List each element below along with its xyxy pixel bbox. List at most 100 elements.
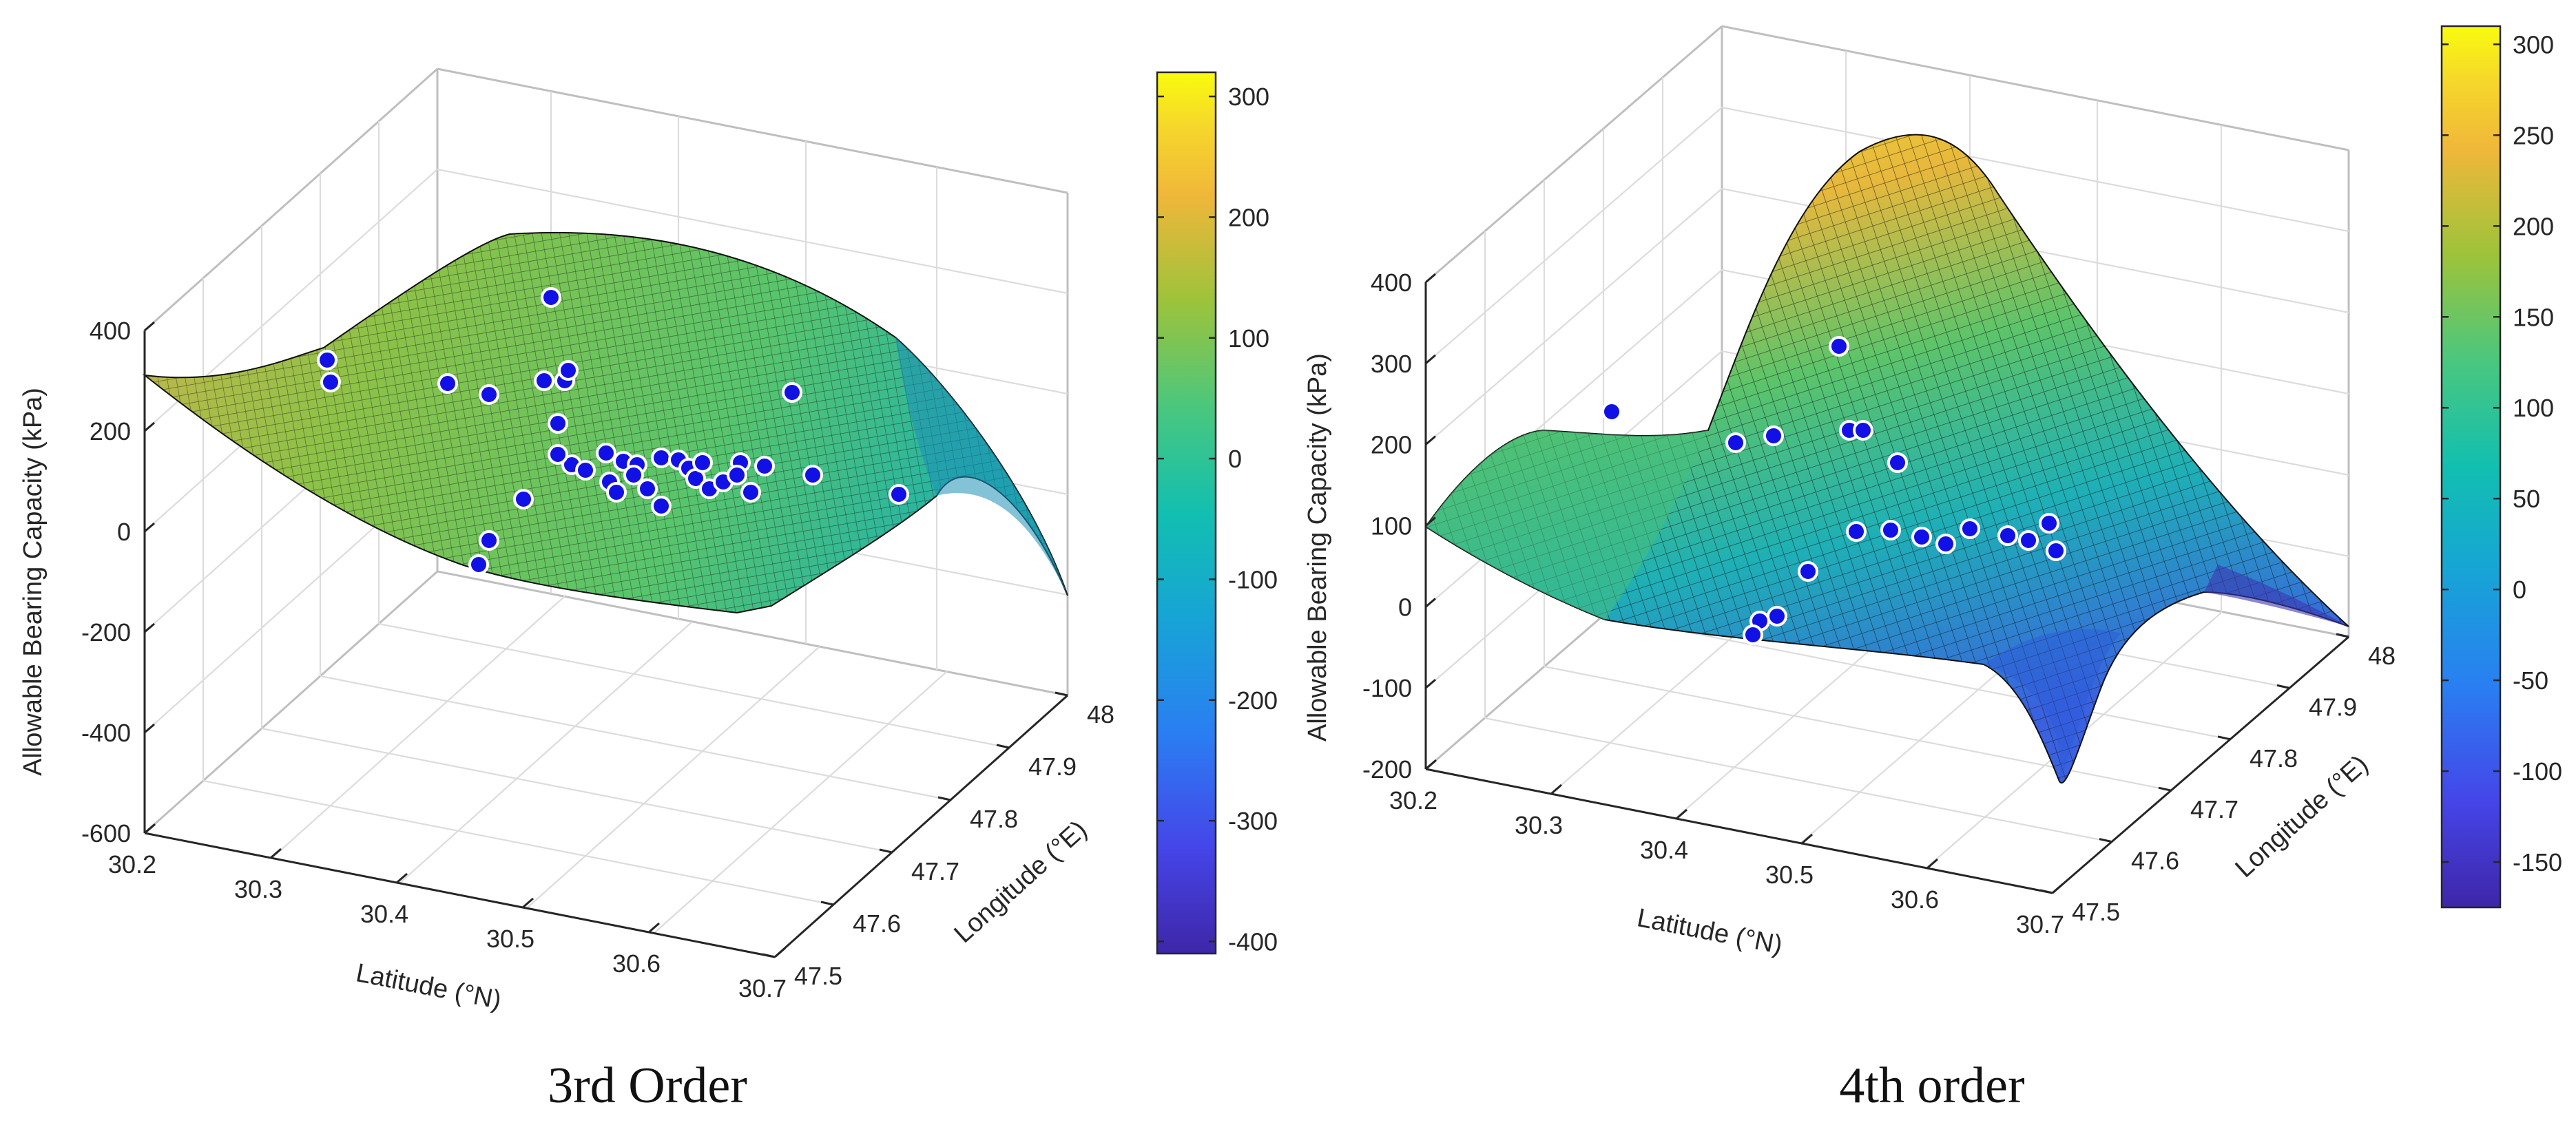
data-point [1798,561,1818,582]
y-tick-label: 47.9 [2309,693,2357,721]
y-tick [879,848,893,854]
colorbar-tick-label: 300 [1228,83,1269,111]
x-tick-label: 30.3 [234,875,282,903]
data-point [317,350,337,370]
data-point [651,448,672,468]
y-tick-label: 48 [2368,642,2396,670]
z-tick [1425,435,1436,445]
data-point [1763,425,1784,446]
data-point [1853,420,1873,441]
axis-lines [143,330,1068,958]
z-tick [1425,516,1436,527]
y-tick-label: 47.7 [911,857,959,885]
chart-3rd-order: -600 -400 -200 0 200 400 30.2 30.3 30.4 30.5 30.6… [19,67,1278,1015]
z-tick-label: -400 [81,719,131,747]
data-point [1880,520,1901,540]
data-point [1829,336,1849,357]
z-tick [144,723,155,734]
z-tick-label: 0 [117,518,131,546]
x-tick [1926,858,1938,870]
y-tick [820,901,834,906]
z-axis-ticks: -600 -400 -200 0 200 400 [81,317,155,848]
data-point [541,287,561,308]
data-point [623,465,644,485]
data-point [320,372,341,392]
x-tick-label: 30.5 [486,925,534,953]
data-point [1846,521,1867,542]
z-tick-label: 300 [1371,350,1412,378]
data-point [1960,518,1980,539]
y-tick-label: 47.7 [2190,795,2239,823]
y-tick-label: 47.8 [2250,744,2298,772]
surface-3rd-order [142,231,1068,614]
colorbar-4th-order: 300 250 200 150 100 50 0 -50 -100 -150 [2440,25,2562,909]
z-tick [144,522,155,533]
z-tick [1425,598,1436,608]
y-tick-label: 48 [1087,700,1114,728]
x-tick-label: 30.6 [1891,885,1939,914]
x-tick [1676,808,1687,820]
data-point [534,370,554,391]
x-tick-label: 30.2 [108,850,156,879]
y-axis-ticks: 47.5 47.6 47.7 47.8 47.9 48 [2039,633,2396,926]
data-point [2039,513,2059,534]
x-tick-label: 30.6 [612,949,661,978]
caption-4th-order: 4th order [1839,1058,2025,1114]
colorbar-tick-label: 100 [2513,394,2554,422]
y-tick [996,744,1010,749]
colorbar-3rd-order: 300 200 100 0 -100 -200 -300 -400 [1156,71,1278,956]
z-tick [144,421,155,432]
x-tick-label: 30.2 [1389,786,1437,814]
data-point [1887,452,1908,473]
z-tick-label: -600 [81,819,131,848]
z-tick-label: 200 [90,417,131,445]
colorbar-ticks: 300 200 100 0 -100 -200 -300 -400 [1157,83,1278,956]
colorbar-tick-label: 250 [2513,121,2554,149]
data-point [1767,606,1787,627]
x-tick-label: 30.4 [1640,836,1688,864]
data-point [2046,540,2066,561]
z-tick-label: -200 [1362,755,1412,783]
data-point [1743,624,1763,645]
data-point [1935,534,1956,554]
z-axis-ticks: -200 -100 0 100 200 300 400 [1362,269,1436,783]
colorbar-tick-label: 0 [1228,445,1242,473]
y-tick [2336,633,2349,638]
z-tick-label: 400 [1371,269,1412,297]
caption-3rd-order: 3rd Order [548,1058,747,1114]
colorbar-tick-label: 50 [2513,485,2540,513]
x-tick [144,823,156,834]
colorbar-tick-label: 0 [2513,576,2526,604]
data-point [692,452,713,473]
axes-box [144,67,1069,834]
colorbar-tick-label: 200 [2513,212,2554,240]
z-tick [1425,273,1436,284]
y-axis-label: Longitude (°E) [948,815,1092,949]
data-point [513,489,534,509]
colorbar-tick-label: -50 [2513,666,2548,695]
colorbar-tick-label: -100 [2513,757,2562,786]
data-point [1601,401,1622,422]
data-point [479,384,499,405]
data-point [479,530,499,551]
y-tick [2217,735,2231,741]
z-tick [1425,354,1436,364]
y-axis-ticks: 47.5 47.6 47.7 47.8 47.9 48 [762,691,1114,990]
z-tick [1425,679,1436,689]
data-point [468,554,489,575]
y-tick [2039,889,2053,894]
x-tick-label: 30.7 [738,974,787,1002]
data-point [548,413,568,434]
data-point [802,465,823,485]
x-tick [2052,883,2064,894]
colorbar-tick-label: -100 [1228,565,1278,593]
data-points-4th-order [1601,336,2066,645]
data-point [2018,530,2039,551]
colorbar-tick-label: 100 [1228,324,1269,353]
z-tick-label: 200 [1371,431,1412,459]
y-tick [2158,786,2172,792]
x-tick [522,897,534,909]
x-tick-label: 30.4 [360,900,408,928]
y-tick [1055,691,1068,697]
